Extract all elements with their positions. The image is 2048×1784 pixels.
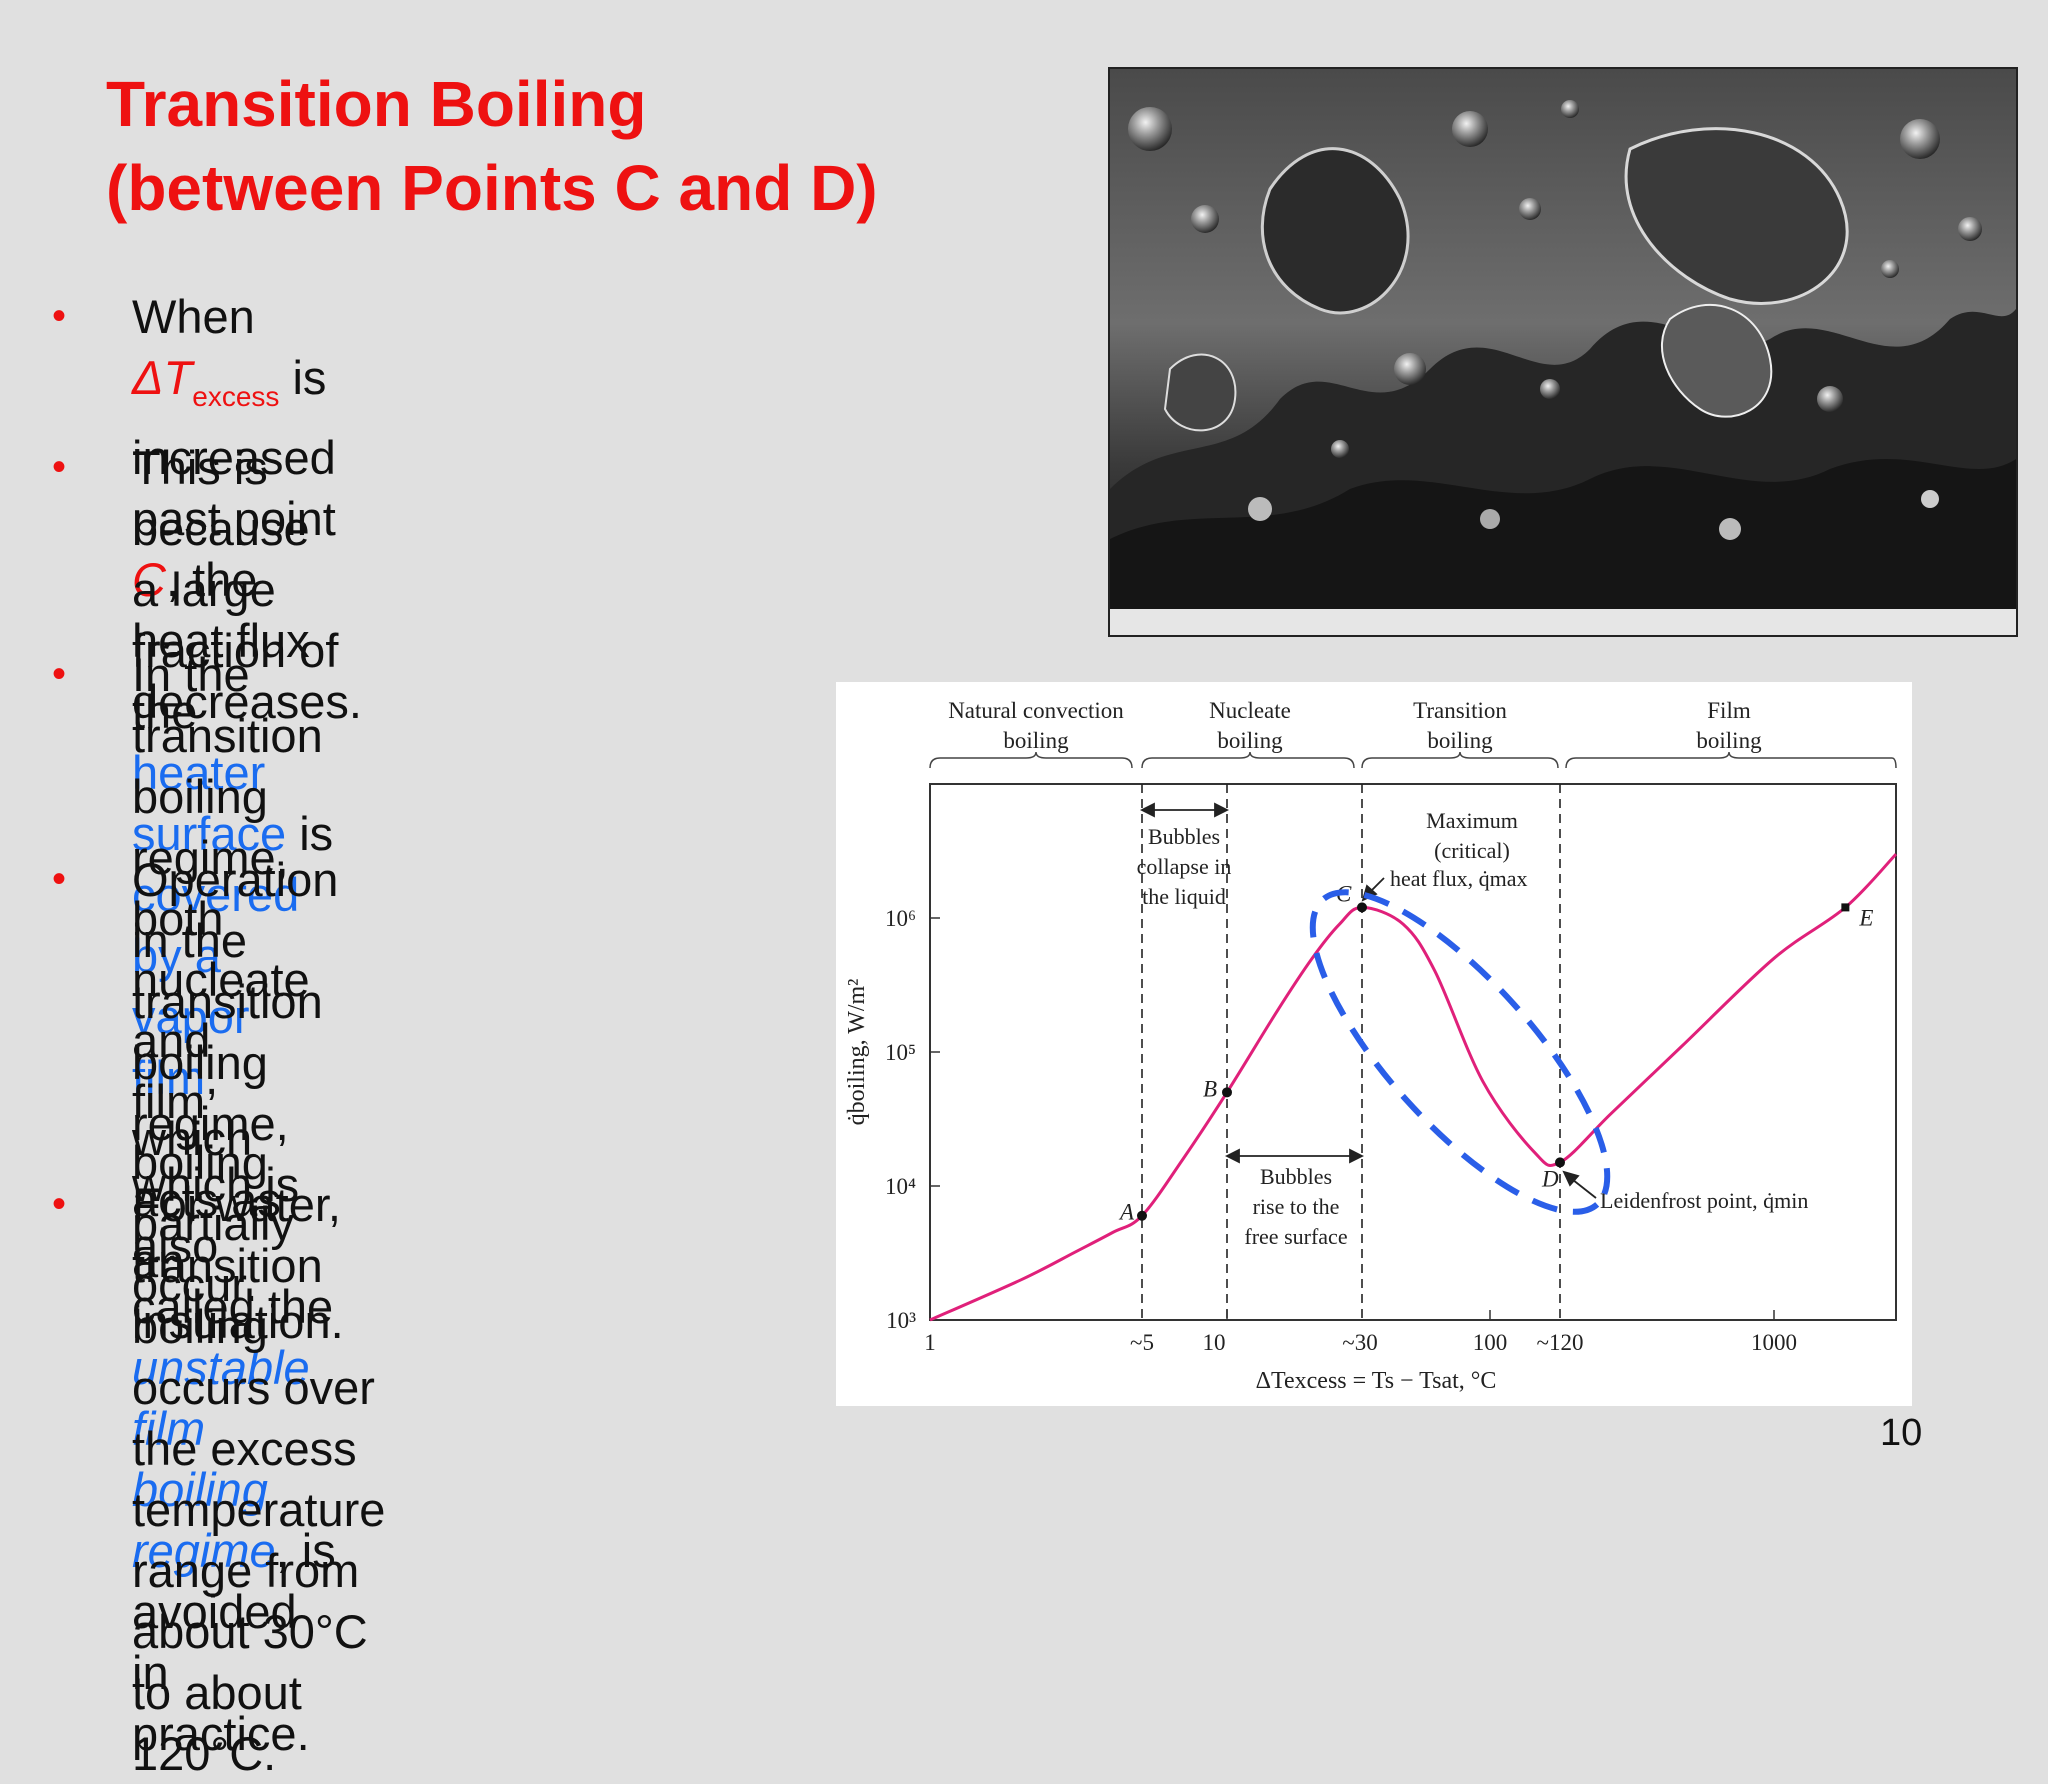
bullet-2-line-3: film, which acts as an insulation. [132,1047,344,1352]
bullet-3-line-2: regime, both nucleate and [132,831,310,1067]
x-tick-1: 1 [924,1330,936,1355]
bullet-4-l3-pre: also called the [132,1219,334,1333]
plot-frame [929,783,1897,1321]
regime-transition-l2: boiling [1427,728,1493,753]
bullet-dot: • [52,294,67,338]
regime-film-l2: boiling [1696,728,1762,753]
boiling-curve-chart: Natural convection boiling Nucleate boil… [836,682,1912,1406]
bullet-3-line-3: film boiling partially occur. [132,1075,294,1311]
bullet-5-line-1: For water, transition boiling [132,1178,341,1353]
title-line-2: (between Points C and D) [106,152,878,224]
x-tick-5: ~5 [1130,1330,1154,1355]
point-c-ref: C [132,553,166,606]
point-e-marker [1841,903,1850,912]
leidenfrost-label: Leidenfrost point, q̇min [1600,1188,1808,1213]
bullet-4: • Operation in the transition boiling re… [52,849,339,1764]
max-flux-l3: heat flux, q̇max [1390,866,1527,891]
regime-nucleate-l2: boiling [1217,728,1283,753]
point-a-label: A [1118,1200,1135,1225]
regime-braces [929,751,1897,769]
regime-natural-l1: Natural convection [948,698,1124,723]
bullet-1-line-1: When ΔTexcess is increased past point [132,286,362,549]
bullet-1-line-2: C, the heat flux decreases. [132,549,362,732]
x-axis-label: ΔTexcess = Ts − Tsat, °C [1256,1368,1497,1394]
bullet-5-line-3: temperature range from [132,1483,386,1597]
bullet-dot: • [52,445,67,489]
bullet-3-line-1: In the transition boiling [132,648,323,823]
point-b-marker [1222,1087,1232,1098]
regime-transition-l1: Transition [1413,698,1507,723]
unstable-text: unstable [132,1341,310,1394]
bullet-1: • When ΔTexcess is increased past point … [52,286,362,732]
point-b-label: B [1203,1076,1217,1101]
boiling-curve-svg: Natural convection boiling Nucleate boil… [844,698,1898,1394]
max-flux-l2: (critical) [1434,838,1510,863]
covered-text: covered by a vapor [132,868,300,1043]
bubbles-collapse-l3: the liquid [1142,884,1226,909]
boiling-photo-image [1110,69,2016,635]
point-c-marker [1357,902,1367,913]
regime-natural-l2: boiling [1003,728,1069,753]
bubbles-rise-l3: free surface [1244,1224,1347,1249]
bullet-1-text-post: is increased past point [132,351,336,545]
bullet-2-is: is [286,807,334,860]
curve-layer [929,853,1898,1322]
bullet-3: • In the transition boiling regime, both… [52,644,323,1315]
x-tick-10: 10 [1203,1330,1226,1355]
point-e-label: E [1858,905,1873,930]
regime-film-l1: Film [1707,698,1751,723]
title-line-1: Transition Boiling [106,68,647,140]
delta-t-symbol: ΔT [132,351,193,404]
boiling-photo [1108,67,2018,637]
max-flux-l1: Maximum [1426,808,1518,833]
bullet-5-line-4: about 30°C to about 120°C. [132,1605,368,1780]
bubbles-rise-l2: rise to the [1253,1194,1340,1219]
bullet-2-line-2: heater surface is covered by a vapor [132,742,344,1047]
point-d-label: D [1541,1166,1559,1191]
heater-surface-text: heater surface [132,746,287,860]
y-tick-1e6: 10⁶ [885,906,916,931]
axis-ticks [930,917,1775,1320]
bullet-dot: • [52,857,67,901]
boiling-curve-line [929,853,1898,1322]
bullet-5: • For water, transition boiling occurs o… [52,1174,386,1784]
bullet-4-line-3: also called the unstable [132,1215,338,1398]
bubbles-collapse-l2: collapse in [1137,854,1232,879]
point-d-marker [1555,1157,1565,1168]
bullet-2: • This is because a large fraction of th… [52,437,344,1352]
page-number: 10 [1880,1412,1923,1454]
y-tick-1e5: 10⁵ [885,1040,916,1065]
y-tick-1e3: 10³ [886,1308,916,1333]
regime-nucleate-l1: Nucleate [1209,698,1291,723]
bullet-2-line-1: This is because a large fraction of the [132,441,339,738]
bullet-dot: • [52,1182,67,1226]
y-tick-1e4: 10⁴ [885,1174,916,1199]
bullet-5-line-2: occurs over the excess [132,1361,375,1475]
slide-title: Transition Boiling (between Points C and… [106,62,1086,230]
bullet-dot: • [52,652,67,696]
bubbles-rise-l1: Bubbles [1260,1164,1332,1189]
film-text: film [132,1051,206,1104]
transition-highlight-ellipse [1309,889,1611,1215]
x-tick-30: ~30 [1342,1330,1377,1355]
bubbles-collapse-l1: Bubbles [1148,824,1220,849]
y-axis-label: q̇boiling, W/m² [844,979,870,1126]
excess-subscript: excess [192,381,280,412]
bullet-2-rest: , which acts as an insulation. [132,1051,344,1348]
bullet-1-text: When [132,290,255,343]
x-tick-120: ~120 [1537,1330,1584,1355]
bullet-4-line-2: boiling regime, which is [132,1036,300,1211]
x-tick-1000: 1000 [1751,1330,1797,1355]
x-tick-100: 100 [1473,1330,1508,1355]
point-a-marker [1137,1210,1147,1221]
bullet-1-rest: , the heat flux decreases. [132,553,362,728]
bullet-4-line-1: Operation in the transition [132,853,339,1028]
